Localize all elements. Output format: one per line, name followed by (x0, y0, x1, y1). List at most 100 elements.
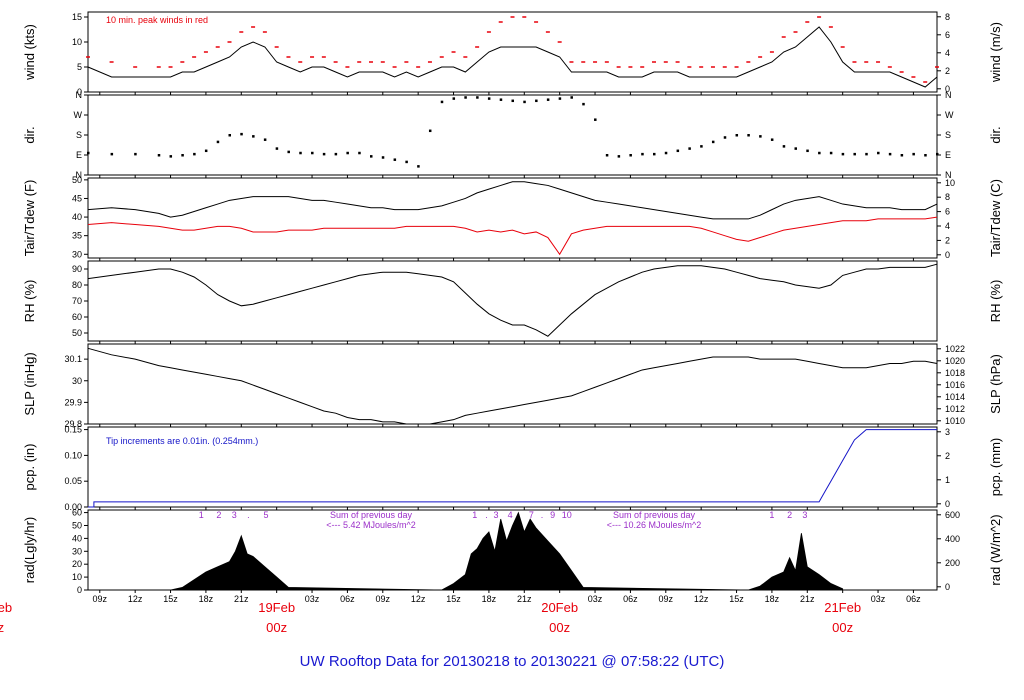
y-tick-label-right: 1016 (945, 380, 965, 390)
y-axis-label-right: rad (W/m^2) (988, 514, 1003, 585)
daily-sum-value: <--- 5.42 MJoules/m^2 (326, 520, 416, 530)
y-tick-label-right: 600 (945, 510, 960, 520)
y-tick-label: 60 (72, 508, 82, 518)
data-point (735, 134, 739, 137)
x-tick-label: 21z (234, 594, 249, 604)
data-point (263, 138, 267, 141)
hour-marker: 3 (232, 510, 237, 520)
x-tick-label: 03z (305, 594, 320, 604)
data-point (169, 155, 173, 158)
hour-marker: 3 (802, 510, 807, 520)
x-tick-label: 15z (163, 594, 178, 604)
data-point (216, 140, 220, 144)
data-point (393, 158, 397, 161)
data-point (511, 99, 514, 103)
data-point (322, 152, 326, 156)
data-point (888, 152, 892, 156)
panel-temperature: 30 35 40 45 50 0 2 4 6 8 10 Tair/Tdew (F) Tair/Tdew … (22, 175, 1003, 261)
data-point (299, 151, 302, 155)
day-label: 21Feb (824, 600, 861, 615)
y-tick-label-right: 0 (945, 582, 950, 592)
data-point (818, 151, 821, 155)
y-tick-label-right: S (945, 130, 951, 140)
series-line-cumulative-precip (88, 429, 937, 508)
data-point (700, 145, 703, 148)
y-tick-label: 15 (72, 12, 82, 22)
precip-annotation: Tip increments are 0.01in. (0.254mm.) (106, 436, 258, 446)
panel-frame (87, 260, 938, 342)
hour-marker: 2 (216, 510, 221, 520)
x-tick-label: 03z (871, 594, 886, 604)
hour-marker: . (247, 510, 250, 520)
y-tick-label: 50 (72, 328, 82, 338)
x-tick-label: 06z (623, 594, 638, 604)
y-tick-label: 10 (72, 37, 82, 47)
hour-marker: 5 (264, 510, 269, 520)
y-tick-label-right: 8 (945, 192, 950, 202)
data-point (405, 160, 408, 164)
hour-marker: 1 (472, 510, 477, 520)
y-tick-label: 60 (72, 312, 82, 322)
y-tick-label-right: 8 (945, 12, 950, 22)
data-point (287, 150, 290, 154)
y-tick-label-right: N (945, 90, 952, 100)
day-time-label: 00z (549, 620, 570, 635)
y-tick-label-right: 1018 (945, 368, 965, 378)
data-point (794, 147, 797, 150)
data-point (664, 151, 668, 155)
y-tick-label: 35 (72, 231, 82, 241)
x-tick-label: 09z (659, 594, 674, 604)
x-tick-label: 12z (694, 594, 709, 604)
data-point (676, 149, 680, 153)
data-point (594, 118, 597, 121)
y-tick-label: S (76, 130, 82, 140)
x-tick-label: 09z (376, 594, 391, 604)
data-point (641, 152, 644, 156)
data-point (87, 151, 90, 155)
y-tick-label-right: N (945, 170, 952, 180)
data-point (428, 129, 432, 133)
x-tick-label: 03z (588, 594, 603, 604)
y-axis-label-right: wind (m/s) (988, 22, 1003, 83)
x-tick-label: 18z (482, 594, 497, 604)
y-axis-label-left: Tair/Tdew (F) (22, 180, 37, 257)
data-point (370, 155, 373, 158)
radiation-area (170, 511, 844, 591)
y-tick-label: E (76, 150, 82, 160)
hour-marker: 3 (493, 510, 498, 520)
y-tick-label: 40 (72, 533, 82, 543)
data-point (476, 96, 479, 99)
panel-frame (87, 426, 938, 508)
data-point (252, 135, 255, 138)
y-tick-label: 0 (77, 87, 82, 97)
series-line-SLP (87, 347, 938, 425)
y-tick-label: 0.05 (64, 476, 82, 486)
day-label: 19Feb (258, 600, 295, 615)
y-tick-label: 20 (72, 559, 82, 569)
y-tick-label-right: 2 (945, 66, 950, 76)
y-tick-label-right: 200 (945, 558, 960, 568)
panel-relative-humidity: 50 60 70 80 90 RH (%) RH (%) (22, 260, 1003, 344)
y-tick-label: 0.15 (64, 425, 82, 435)
hour-marker: . (541, 510, 544, 520)
data-point (605, 154, 609, 157)
y-axis-label-left: RH (%) (22, 280, 37, 323)
data-point (806, 149, 809, 153)
day-time-label: 00z (832, 620, 853, 635)
data-point (747, 134, 750, 137)
wind-annotation: 10 min. peak winds in red (106, 15, 208, 25)
data-point (535, 99, 538, 103)
y-tick-label: 30 (72, 546, 82, 556)
x-tick-label: 18z (765, 594, 780, 604)
y-tick-label: 50 (72, 520, 82, 530)
x-tick-label: 18z (199, 594, 214, 604)
y-tick-label: N (76, 90, 83, 100)
y-tick-label: 5 (77, 62, 82, 72)
series-line-Tdew (87, 216, 938, 256)
data-point (558, 97, 562, 100)
y-tick-label: 0.00 (64, 502, 82, 512)
chart-title: UW Rooftop Data for 20130218 to 20130221… (300, 653, 725, 670)
y-axis-label-right: RH (%) (988, 280, 1003, 323)
data-point (499, 98, 503, 101)
